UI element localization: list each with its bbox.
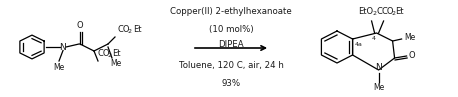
Text: 4: 4 <box>371 36 376 42</box>
Text: Et: Et <box>396 6 404 16</box>
Text: Copper(II) 2-ethylhexanoate: Copper(II) 2-ethylhexanoate <box>170 7 292 16</box>
Text: 93%: 93% <box>221 79 240 88</box>
Text: 2: 2 <box>107 53 111 58</box>
Text: Me: Me <box>110 59 122 68</box>
Text: CO: CO <box>97 48 109 58</box>
Text: Me: Me <box>373 84 384 93</box>
Text: DIPEA: DIPEA <box>218 40 244 49</box>
Text: (10 mol%): (10 mol%) <box>209 25 253 34</box>
Text: Et: Et <box>112 48 120 58</box>
Text: 2: 2 <box>373 11 376 16</box>
Text: 2: 2 <box>128 29 132 34</box>
Text: CO: CO <box>118 25 131 33</box>
Text: CO: CO <box>382 6 394 16</box>
Text: 4a: 4a <box>354 42 363 46</box>
Text: Toluene, 120 C, air, 24 h: Toluene, 120 C, air, 24 h <box>179 61 284 70</box>
Text: N: N <box>375 64 382 72</box>
Text: O: O <box>76 22 83 30</box>
Text: EtO: EtO <box>359 6 374 16</box>
Text: C: C <box>376 6 382 16</box>
Text: N: N <box>60 42 66 52</box>
Text: O: O <box>408 51 415 59</box>
Text: Me: Me <box>404 33 415 42</box>
Text: Et: Et <box>133 25 142 33</box>
Text: Me: Me <box>54 62 65 71</box>
Text: 2: 2 <box>392 11 396 16</box>
